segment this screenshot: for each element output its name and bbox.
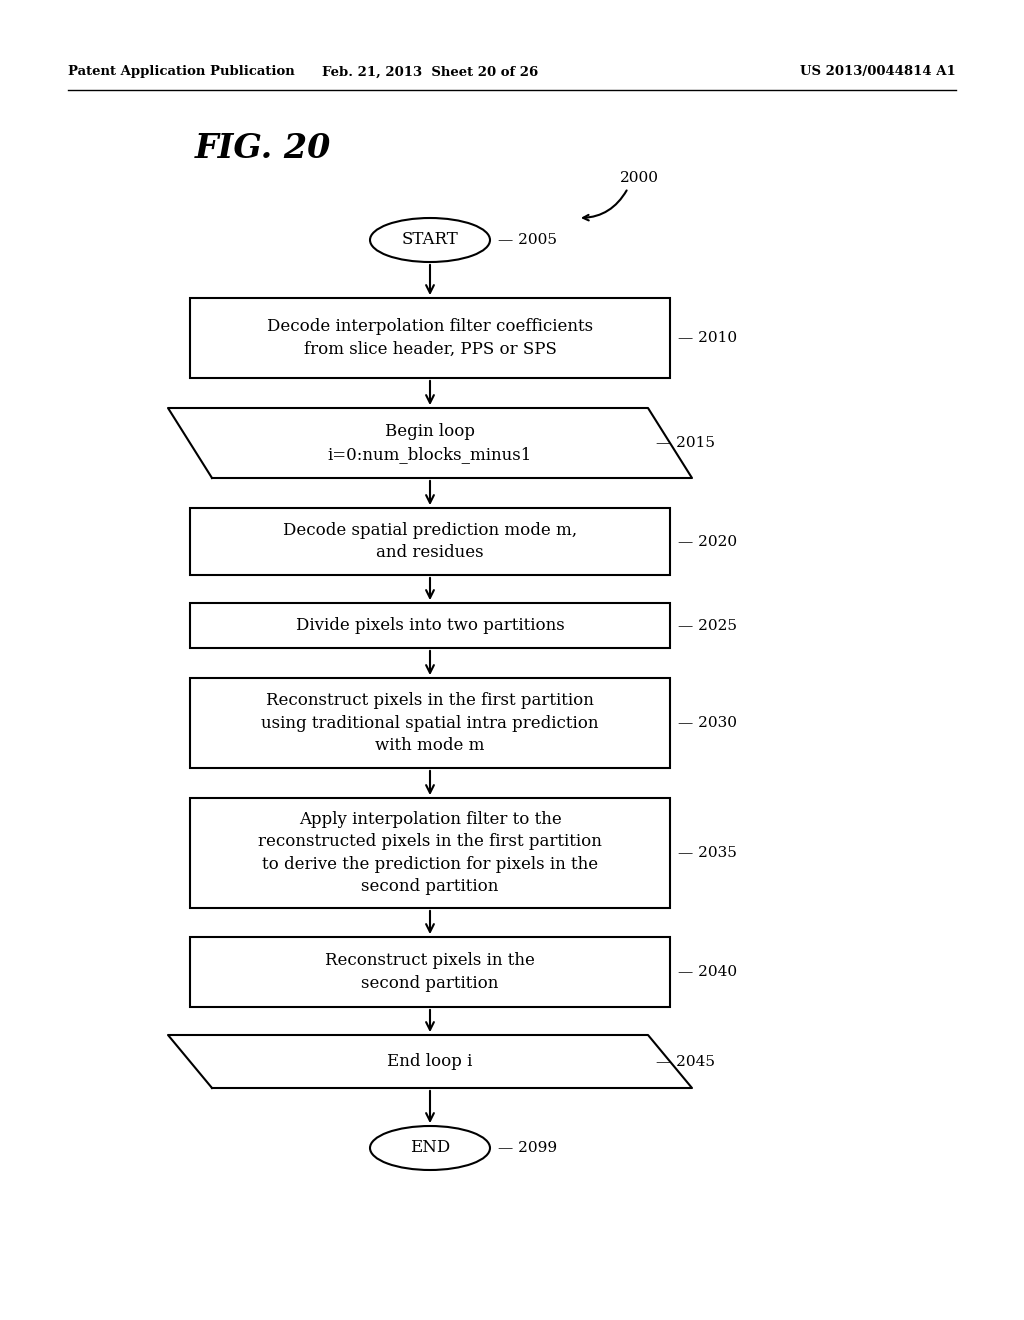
Ellipse shape — [370, 1126, 490, 1170]
Polygon shape — [168, 1035, 692, 1088]
Text: US 2013/0044814 A1: US 2013/0044814 A1 — [800, 66, 956, 78]
Text: Decode interpolation filter coefficients
from slice header, PPS or SPS: Decode interpolation filter coefficients… — [267, 318, 593, 358]
Text: — 2020: — 2020 — [678, 535, 737, 549]
Text: Apply interpolation filter to the
reconstructed pixels in the first partition
to: Apply interpolation filter to the recons… — [258, 812, 602, 895]
Text: Reconstruct pixels in the first partition
using traditional spatial intra predic: Reconstruct pixels in the first partitio… — [261, 692, 599, 754]
Bar — [190, 603, 670, 648]
Bar — [190, 298, 670, 378]
Text: Divide pixels into two partitions: Divide pixels into two partitions — [296, 616, 564, 634]
Bar — [190, 678, 670, 768]
Text: — 2025: — 2025 — [678, 619, 737, 632]
Bar — [190, 508, 670, 576]
Text: — 2010: — 2010 — [678, 331, 737, 345]
Text: START: START — [401, 231, 459, 248]
Text: — 2030: — 2030 — [678, 715, 737, 730]
Text: — 2005: — 2005 — [498, 234, 557, 247]
Text: Reconstruct pixels in the
second partition: Reconstruct pixels in the second partiti… — [325, 953, 535, 991]
Text: — 2099: — 2099 — [498, 1140, 557, 1155]
Text: Begin loop
i=0:num_blocks_minus1: Begin loop i=0:num_blocks_minus1 — [328, 424, 532, 462]
Text: Decode spatial prediction mode m,
and residues: Decode spatial prediction mode m, and re… — [283, 521, 578, 561]
Text: END: END — [410, 1139, 451, 1156]
Text: Patent Application Publication: Patent Application Publication — [68, 66, 295, 78]
Bar — [190, 799, 670, 908]
Text: FIG. 20: FIG. 20 — [195, 132, 332, 165]
Bar — [190, 937, 670, 1007]
Text: — 2035: — 2035 — [678, 846, 737, 861]
Text: — 2040: — 2040 — [678, 965, 737, 979]
Text: 2000: 2000 — [620, 172, 659, 185]
Text: — 2045: — 2045 — [656, 1055, 715, 1068]
Polygon shape — [168, 408, 692, 478]
Text: — 2015: — 2015 — [656, 436, 715, 450]
Text: Feb. 21, 2013  Sheet 20 of 26: Feb. 21, 2013 Sheet 20 of 26 — [322, 66, 539, 78]
Ellipse shape — [370, 218, 490, 261]
Text: End loop i: End loop i — [387, 1053, 473, 1071]
